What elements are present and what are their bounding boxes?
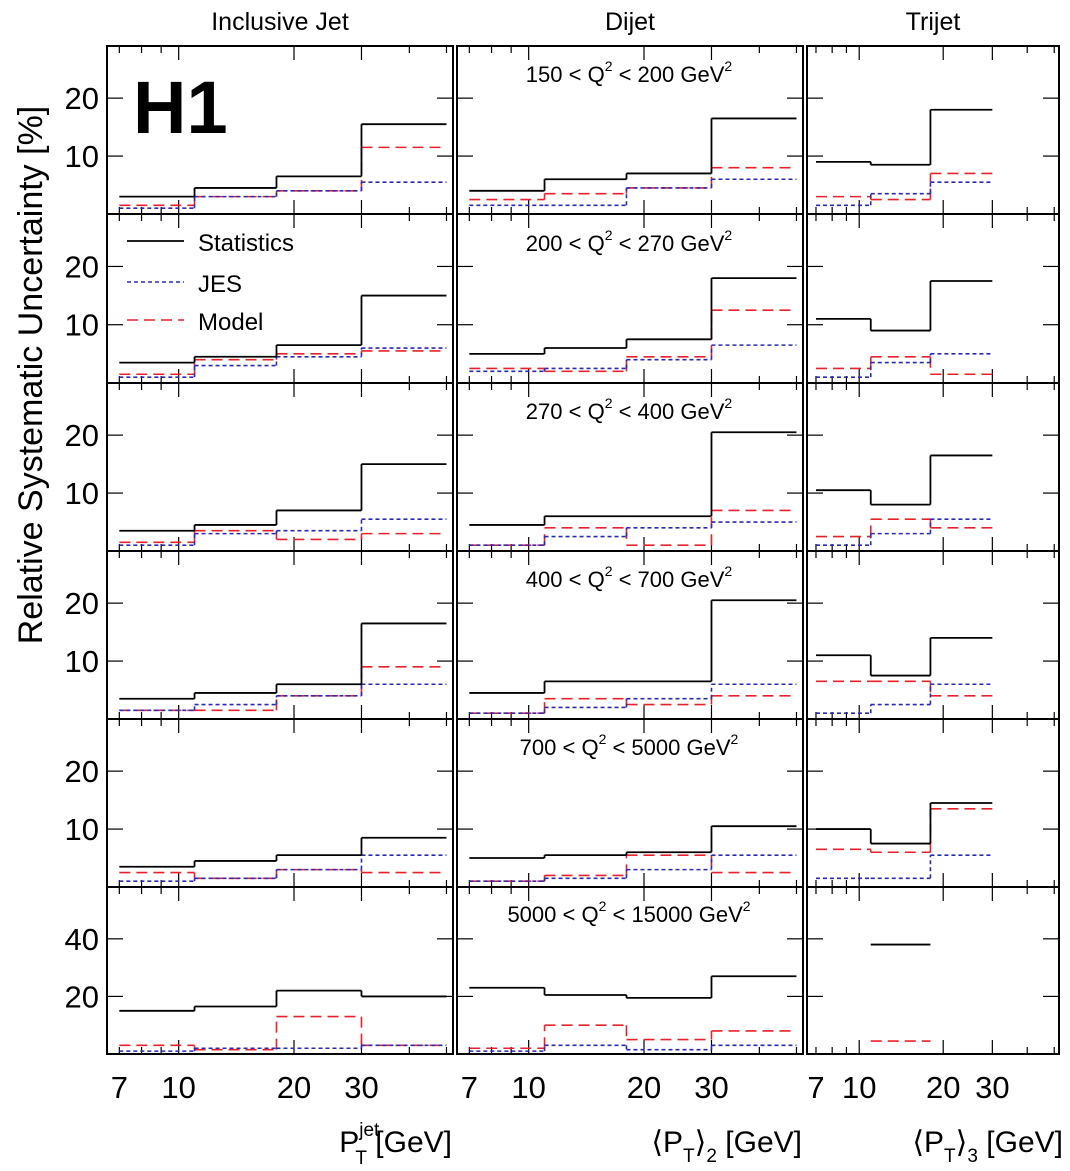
panel-r4-c2 <box>806 718 1060 888</box>
panel-r5-c1 <box>456 886 804 1055</box>
panel-r2-c2 <box>806 382 1060 552</box>
y-tick-label: 20 <box>65 754 99 789</box>
panel-r3-c0 <box>106 550 454 720</box>
q2-range-label: 200 < Q2 < 270 GeV2 <box>526 227 733 256</box>
panel-frame <box>806 213 1060 384</box>
panel-r4-c0 <box>106 718 454 888</box>
panel-frame <box>806 550 1060 720</box>
column-title: Inclusive Jet <box>211 8 349 36</box>
x-tick-label: 7 <box>461 1070 478 1105</box>
x-axis-label: ⟨PT⟩3 [GeV] <box>912 1126 1063 1167</box>
y-tick-label: 20 <box>65 979 99 1014</box>
x-tick-label: 10 <box>842 1070 876 1105</box>
y-tick-label: 20 <box>65 249 99 284</box>
y-tick-label: 40 <box>65 922 99 957</box>
q2-range-label: 150 < Q2 < 200 GeV2 <box>526 58 733 87</box>
panel-frame <box>106 382 454 552</box>
panel-frame <box>106 718 454 888</box>
legend-label-model: Model <box>198 309 263 336</box>
panel-r0-c2 <box>806 45 1060 215</box>
x-tick-label: 30 <box>975 1070 1009 1105</box>
x-tick-label: 7 <box>807 1070 824 1105</box>
x-tick-label: 10 <box>161 1070 195 1105</box>
x-tick-label: 7 <box>111 1070 128 1105</box>
y-tick-label: 10 <box>65 476 99 511</box>
panel-r3-c2 <box>806 550 1060 720</box>
x-tick-label: 20 <box>277 1070 311 1105</box>
panel-r5-c0 <box>106 886 454 1055</box>
panel-grid <box>106 45 1060 1055</box>
x-tick-label: 30 <box>344 1070 378 1105</box>
y-tick-label: 20 <box>65 81 99 116</box>
panel-frame <box>106 550 454 720</box>
column-title: Dijet <box>605 8 655 36</box>
panel-frame <box>456 886 804 1055</box>
x-tick-label: 20 <box>627 1070 661 1105</box>
x-axis-label: ⟨PT⟩2 [GeV] <box>651 1126 802 1167</box>
q2-range-label: 400 < Q2 < 700 GeV2 <box>526 563 733 592</box>
legend-label-jes: JES <box>198 271 242 298</box>
q2-range-label: 270 < Q2 < 400 GeV2 <box>526 395 733 424</box>
panel-r2-c0 <box>106 382 454 552</box>
y-tick-label: 10 <box>65 308 99 343</box>
y-tick-label: 20 <box>65 418 99 453</box>
panel-r4-c1 <box>456 718 804 888</box>
h1-logo: H1 <box>133 66 228 149</box>
panel-frame <box>806 382 1060 552</box>
x-axis-label: Pjet T [GeV] <box>339 1120 452 1169</box>
x-tick-label: 10 <box>511 1070 545 1105</box>
panel-frame <box>806 45 1060 215</box>
x-tick-label: 30 <box>694 1070 728 1105</box>
panel-r5-c2 <box>806 886 1060 1055</box>
q2-range-label: 5000 < Q2 < 15000 GeV2 <box>507 898 750 927</box>
panel-frame <box>106 886 454 1055</box>
y-tick-label: 20 <box>65 586 99 621</box>
panel-r1-c2 <box>806 213 1060 384</box>
y-tick-label: 10 <box>65 139 99 174</box>
y-axis-label: Relative Systematic Uncertainty [%] <box>12 106 50 645</box>
y-tick-label: 10 <box>65 644 99 679</box>
x-tick-label: 20 <box>926 1070 960 1105</box>
q2-range-label: 700 < Q2 < 5000 GeV2 <box>520 731 739 760</box>
panel-frame <box>806 886 1060 1055</box>
y-tick-label: 10 <box>65 812 99 847</box>
column-title: Trijet <box>906 8 961 36</box>
legend-label-statistics: Statistics <box>198 230 294 257</box>
panel-r0-c1 <box>456 45 804 215</box>
panel-r1-c0 <box>106 213 454 384</box>
